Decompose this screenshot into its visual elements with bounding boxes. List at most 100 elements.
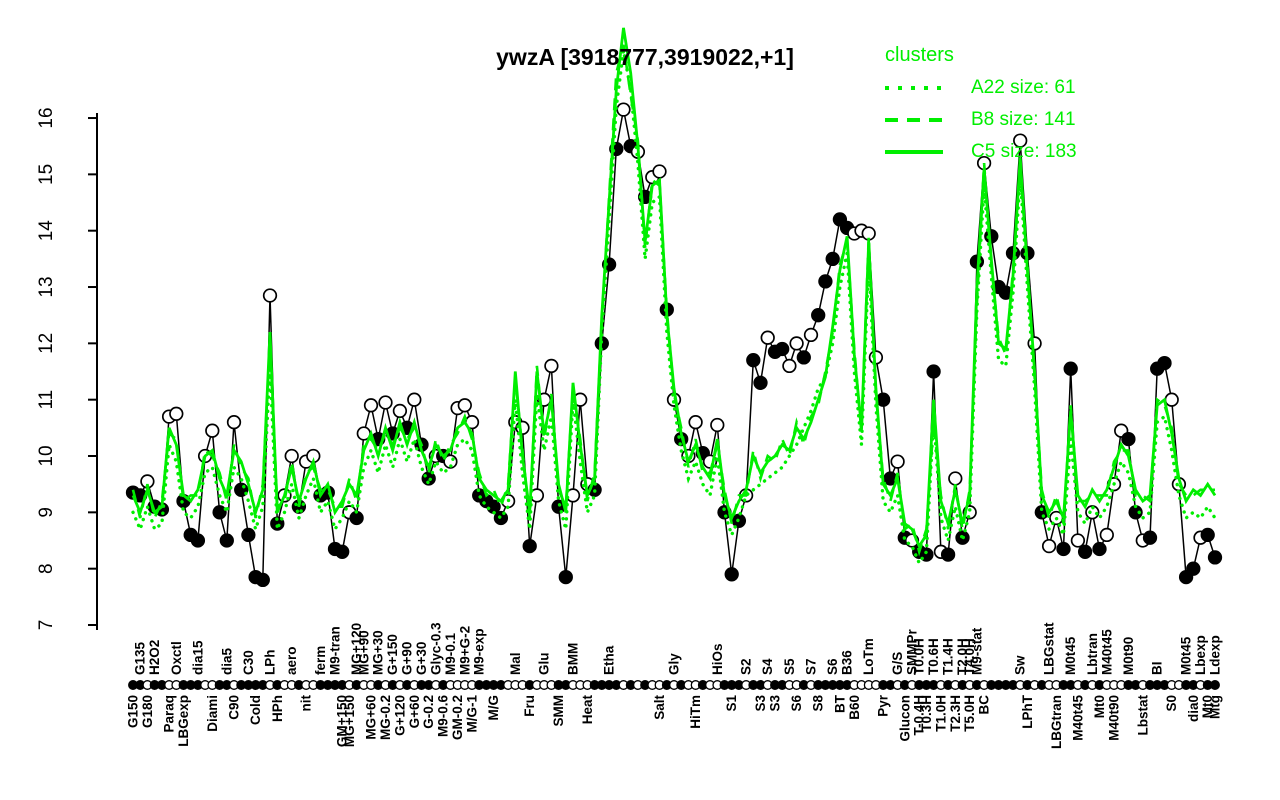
x-tick-label: Gly (666, 653, 681, 675)
x-tick-label: S6 (789, 695, 804, 712)
series-b8-line (131, 44, 1215, 557)
x-tick-label: GM+150 (335, 695, 350, 747)
x-tick-label: Mt0 (1200, 695, 1215, 718)
x-tick-label: G+90 (400, 642, 415, 675)
gene-point (746, 353, 761, 368)
x-tick-label: S7 (804, 658, 819, 675)
gene-point (796, 350, 811, 365)
x-tick-label: Glyc-0.3 (428, 622, 443, 675)
x-tick-label: B36 (840, 650, 855, 675)
x-tick-label: nit (299, 695, 314, 712)
x-tick-label: HiOs (710, 643, 725, 675)
x-tick-label: G+120 (392, 695, 407, 736)
x-tick-label: H2O2 (147, 640, 162, 675)
x-tick-label: MG+60 (364, 695, 379, 740)
gene-point (226, 415, 242, 430)
x-tick-label: Cold (248, 695, 263, 725)
x-tick-label: G150 (126, 695, 141, 728)
x-tick-label: S8 (811, 695, 826, 712)
gene-point (811, 308, 826, 323)
gene-point (378, 395, 393, 410)
gene-point (1013, 133, 1028, 148)
x-tick-label: Heat (580, 695, 595, 725)
x-tick-label: HiTm (688, 695, 703, 729)
x-tick-label: C90 (226, 695, 241, 720)
x-tick-label: Pyr (876, 694, 891, 717)
y-tick-label: 16 (36, 107, 57, 128)
series-gene-points (125, 102, 1223, 588)
gene-point (710, 417, 725, 433)
gene-point (522, 538, 537, 554)
legend-label-b8: B8 size: 141 (971, 109, 1076, 130)
x-tick-label: T2.0H (955, 638, 970, 675)
y-tick-label: 8 (36, 563, 57, 574)
series-a22-line (131, 50, 1217, 567)
x-tick-label: Lbstat (1135, 694, 1150, 735)
x-tick-label: LBGtran (1049, 695, 1064, 749)
x-tick-label: Lbtran (1085, 633, 1100, 675)
gene-point (262, 288, 278, 303)
legend-title: clusters (885, 44, 954, 66)
x-tick-label: G-0.2 (421, 695, 436, 729)
gene-point (335, 544, 350, 559)
x-tick-label: T0.0H (912, 638, 927, 675)
gene-point (1070, 533, 1086, 548)
legend-entry-c5: C5 size: 183 (885, 141, 1145, 163)
x-tick-label: T1.0H (933, 695, 948, 732)
x-tick-label: Mt0 (1092, 695, 1107, 718)
y-tick-label: 7 (36, 620, 57, 631)
gene-point (1157, 355, 1172, 371)
x-tick-label: aero (284, 646, 299, 675)
x-tick-label: dia5 (219, 647, 234, 675)
gene-point (688, 415, 703, 430)
x-tick-label: Ldexp (1207, 635, 1222, 675)
x-tick-label: Diami (205, 695, 220, 732)
x-tick-label: M0t45 (1179, 636, 1194, 675)
x-tick-label: C30 (241, 650, 256, 675)
gene-point (753, 375, 768, 390)
gene-point (1099, 527, 1114, 543)
gene-point (782, 358, 797, 374)
x-tick-label: S1 (724, 695, 739, 712)
gene-point (825, 251, 840, 267)
x-tick-label: Mal (508, 652, 523, 675)
gene-point (558, 569, 573, 585)
x-tick-label: S0 (1164, 695, 1179, 712)
x-tick-label: S2 (739, 658, 754, 675)
y-tick-label: 13 (36, 276, 57, 297)
x-tick-label: M0t90 (1121, 637, 1136, 675)
gene-point (1063, 361, 1078, 376)
x-tick-label: M9+G-2 (457, 626, 472, 675)
gene-point (1092, 541, 1107, 557)
x-tick-label: T-0.4H (912, 695, 927, 736)
x-tick-label: G135 (133, 641, 148, 675)
x-tick-label: Sw (1013, 655, 1028, 675)
x-tick-label: Fru (522, 695, 537, 717)
gene-point (940, 547, 956, 562)
gene-point (926, 364, 941, 379)
x-tick-label: G+60 (407, 695, 422, 728)
x-tick-label: S3 (753, 695, 768, 712)
x-tick-label: MG-0.2 (378, 695, 393, 740)
gene-point (1200, 527, 1215, 543)
legend: clusters A22 size: 61 B8 size: 141 C5 si… (885, 44, 1145, 173)
gene-point (212, 505, 227, 520)
legend-entry-b8: B8 size: 141 (885, 109, 1145, 131)
x-tick-label: G/S (890, 652, 905, 675)
legend-line-dashed-icon (885, 118, 943, 122)
x-tick-label: Glu (537, 653, 552, 676)
gene-point (803, 327, 819, 343)
x-tick-label: G+150 (385, 634, 400, 675)
gene-point (219, 533, 234, 548)
gene-point (190, 533, 206, 548)
x-tick-label: T5.0H (962, 695, 977, 732)
gene-point (1041, 538, 1057, 554)
gene-point (255, 572, 270, 588)
x-tick-label: HPh (270, 695, 285, 722)
y-tick-label: 12 (36, 333, 57, 354)
x-tick-label: S3 (767, 695, 782, 712)
x-tick-label: M40t90 (1106, 695, 1121, 741)
x-tick-label: M40t45 (1070, 695, 1085, 741)
x-tick-label: M40t45 (1099, 629, 1114, 675)
